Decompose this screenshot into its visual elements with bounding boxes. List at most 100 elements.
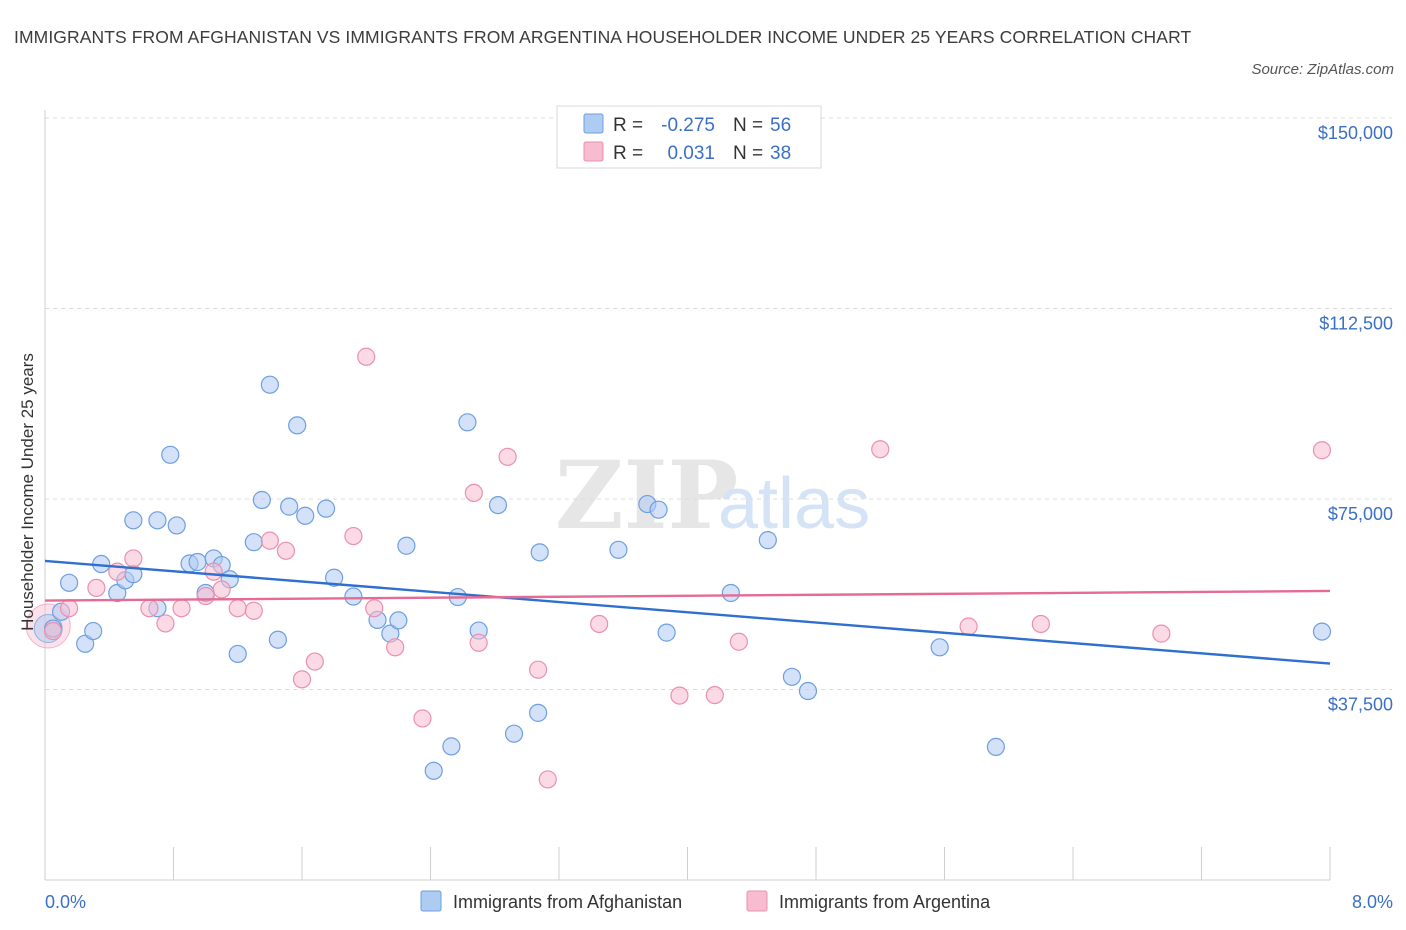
afghanistan-point [504,724,524,743]
afghanistan-point [442,737,461,756]
argentina-point [292,670,312,689]
afghanistan-point [316,499,336,518]
afghanistan-point [798,681,818,701]
argentina-point [244,601,263,620]
watermark-atlas: atlas [718,464,870,544]
argentina-point [464,483,483,503]
argentina-point [124,549,143,568]
legend-n-label-blue: N = [733,115,763,136]
legend-n-label-pink: N = [733,143,763,164]
legend-r-label-blue: R = [613,115,643,136]
argentina-point [1312,441,1332,460]
argentina-point [276,541,296,560]
afghanistan-point [288,416,307,435]
series-legend-swatch-argentina [746,890,768,912]
source-label: Source: ZipAtlas.com [1251,61,1394,78]
legend-swatch-pink [583,141,604,162]
afghanistan-point [488,495,508,515]
y-tick-label: $37,500 [1328,695,1393,715]
argentina-point [729,632,749,651]
argentina-point [498,447,517,466]
afghanistan-point [930,638,949,657]
afghanistan-point [530,543,549,562]
argentina-point [538,770,557,789]
legend-n-value-blue: 56 [770,115,791,136]
series-legend-label-argentina: Immigrants from Argentina [779,892,991,912]
x-tick-label-max: 8.0% [1352,892,1393,912]
argentina-point [871,440,890,459]
afghanistan-point [389,611,408,630]
afghanistan-point [424,761,443,780]
argentina-point [140,599,159,618]
y-tick-label: $112,500 [1319,314,1393,334]
afghanistan-point [296,506,315,525]
axes [44,110,1331,881]
afghanistan-point [397,536,416,555]
argentina-point [172,599,191,618]
afghanistan-point [758,531,777,550]
argentina-point [228,599,247,618]
argentina-point [386,638,405,657]
chart-title: IMMIGRANTS FROM AFGHANISTAN VS IMMIGRANT… [14,27,1192,47]
afghanistan-point [458,413,477,432]
afghanistan-trend-line [44,559,1331,665]
trend-lines [44,559,1331,665]
afghanistan-point [244,533,263,552]
y-tick-label: $75,000 [1328,504,1393,524]
y-tick-labels: $37,500 $75,000 $112,500 $150,000 [1318,123,1393,715]
afghanistan-point [59,573,79,592]
argentina-point [590,614,609,634]
afghanistan-point [228,644,247,664]
argentina-trend-line [44,589,1331,602]
afghanistan-point [325,568,344,587]
afghanistan-point [649,500,668,519]
argentina-point [357,347,376,366]
series-legend-swatch-afghanistan [420,890,442,912]
afghanistan-point [188,552,207,572]
argentina-point [305,652,324,671]
afghanistan-point [986,737,1006,757]
x-tick-label-min: 0.0% [45,892,86,912]
argentina-point [413,709,432,728]
afghanistan-point [782,667,802,686]
y-axis-title: Householder Income Under 25 years [18,353,37,631]
afghanistan-point [609,540,628,559]
afghanistan-point [124,511,143,530]
afghanistan-point [167,516,186,535]
legend-r-value-blue: -0.275 [661,115,715,136]
argentina-point [670,686,689,705]
argentina-point [260,531,279,550]
argentina-point [156,614,175,633]
afghanistan-point [1312,622,1332,641]
argentina-point [212,580,231,599]
afghanistan-point [657,623,676,642]
argentina-point [1152,624,1171,643]
legend-r-value-pink: 0.031 [667,143,715,164]
afghanistan-point [148,511,167,530]
correlation-legend: R = -0.275 N = 56 R = 0.031 N = 38 [556,105,822,169]
afghanistan-point [268,630,288,649]
data-points [25,347,1332,789]
series-legend: Immigrants from Afghanistan Immigrants f… [420,890,991,912]
afghanistan-point [260,375,279,394]
series-legend-label-afghanistan: Immigrants from Afghanistan [453,892,682,912]
argentina-point [196,586,215,606]
afghanistan-point [161,445,180,464]
legend-r-label-pink: R = [613,143,643,164]
legend-swatch-blue [583,113,604,134]
gridlines [45,117,1392,690]
argentina-point [87,578,106,598]
argentina-point [705,685,724,705]
legend-n-value-pink: 38 [770,143,791,164]
argentina-point [59,599,79,618]
argentina-point [344,526,363,546]
afghanistan-point [721,583,740,603]
argentina-point [959,617,978,636]
afghanistan-point [344,587,363,606]
afghanistan-point [280,497,299,516]
argentina-point [365,599,384,618]
argentina-point [469,633,488,652]
afghanistan-point [529,703,548,722]
afghanistan-point [252,490,271,510]
